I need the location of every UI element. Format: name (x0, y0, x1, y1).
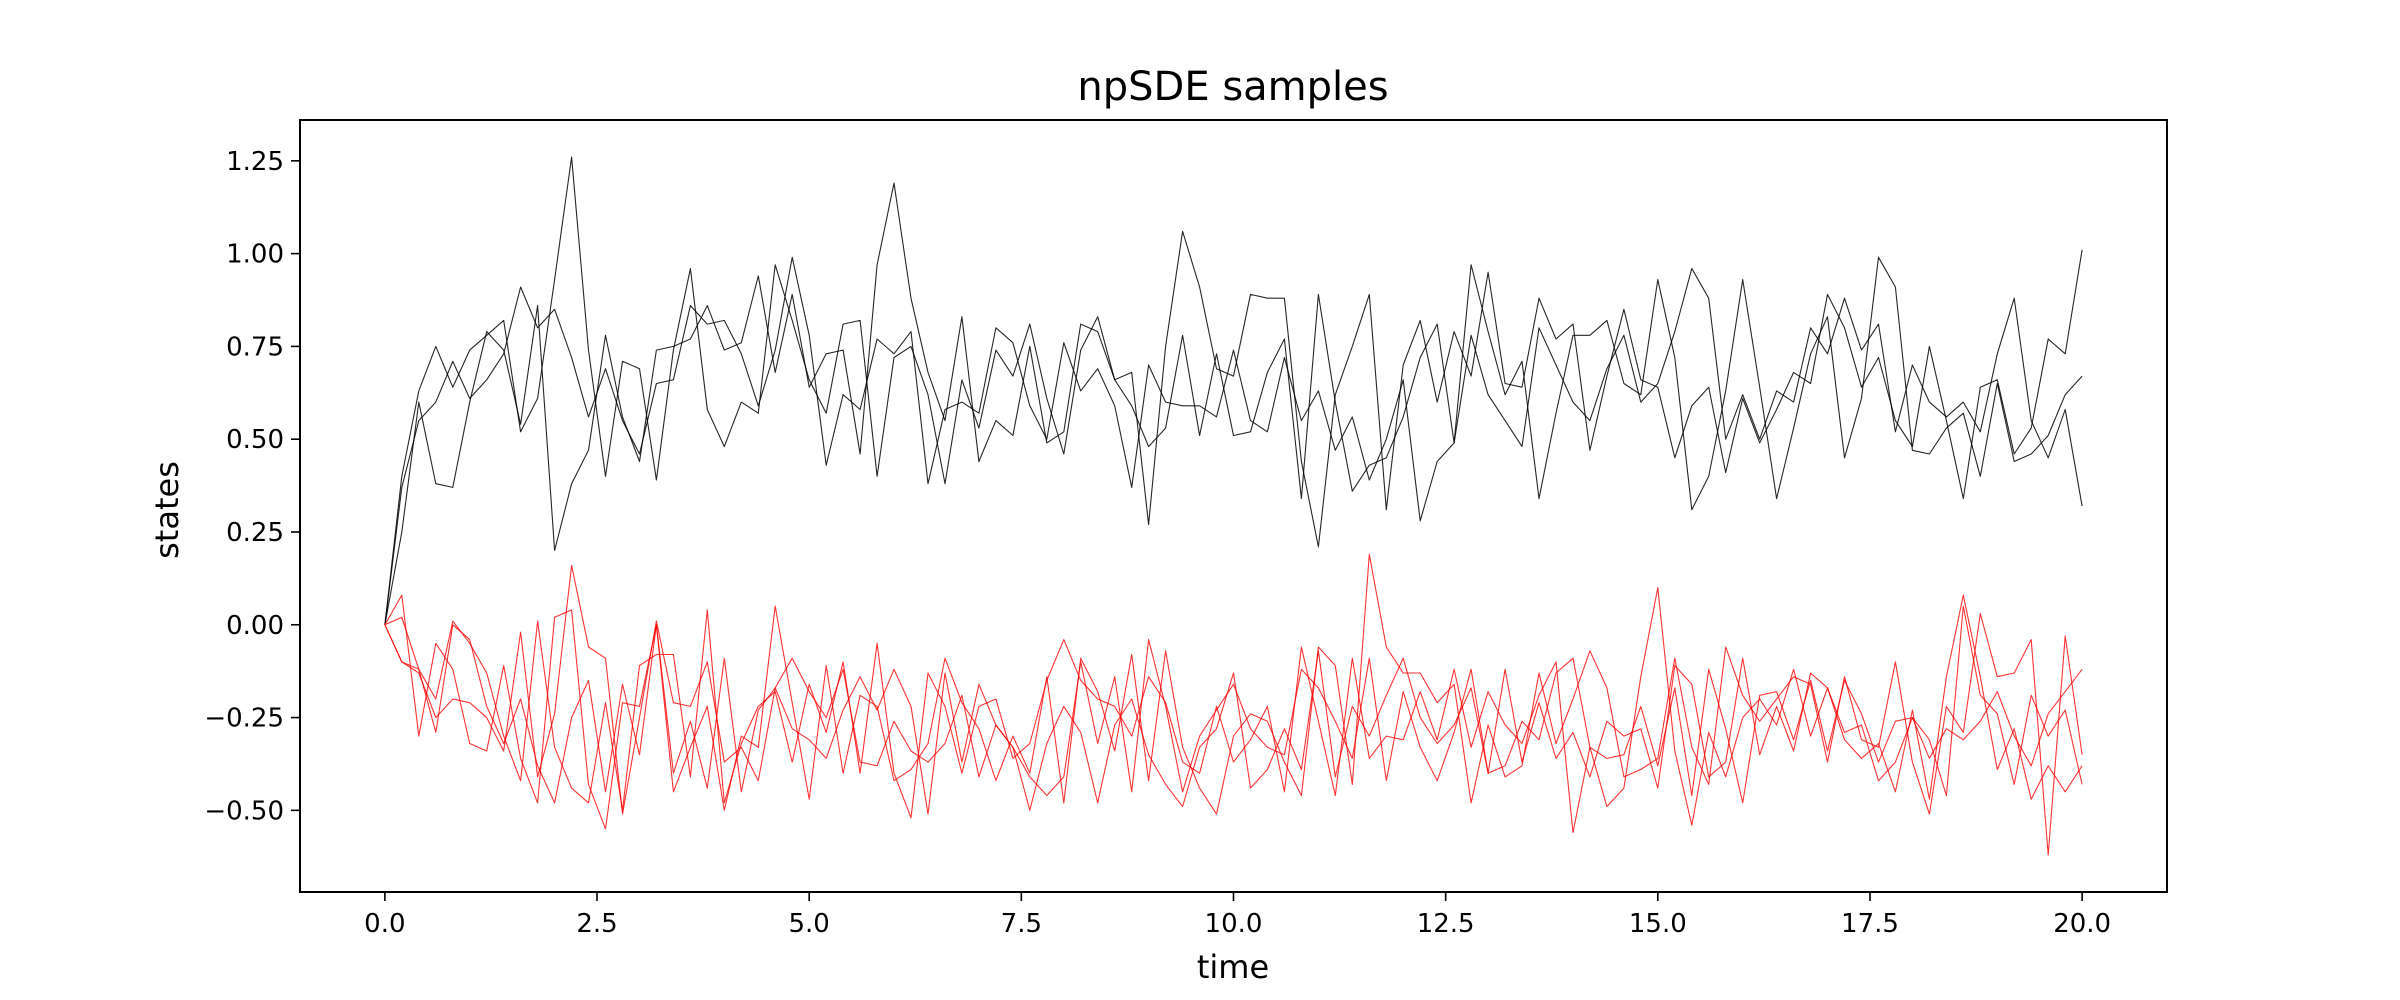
y-tick-label: 1.00 (226, 240, 284, 270)
x-tick-label: 2.5 (576, 909, 617, 939)
series-layer (384, 156, 2083, 856)
series-line-5 (384, 605, 2083, 834)
y-tick-label: 0.75 (226, 332, 284, 362)
x-tick-label: 7.5 (1001, 909, 1042, 939)
y-tick-label: 0.00 (226, 611, 284, 641)
x-tick-label: 10.0 (1205, 909, 1263, 939)
y-axis-label: states (148, 461, 186, 559)
x-tick-label: 17.5 (1841, 909, 1899, 939)
series-line-1 (384, 156, 2083, 625)
y-tick-label: 1.25 (226, 147, 284, 177)
x-tick-label: 15.0 (1629, 909, 1687, 939)
chart-title: npSDE samples (1077, 64, 1388, 110)
y-tick-label: −0.25 (204, 704, 284, 734)
x-tick-label: 12.5 (1417, 909, 1475, 939)
series-line-7 (384, 624, 2083, 811)
y-tick-label: 0.25 (226, 518, 284, 548)
y-tick-label: −0.50 (204, 796, 284, 826)
series-line-6 (384, 564, 2083, 826)
series-line-4 (384, 553, 2083, 856)
x-axis-label: time (1197, 948, 1269, 986)
x-tick-label: 0.0 (364, 909, 405, 939)
x-tick-label: 5.0 (789, 909, 830, 939)
y-tick-label: 0.50 (226, 425, 284, 455)
plot-frame (299, 119, 2168, 893)
x-tick-label: 20.0 (2053, 909, 2111, 939)
series-line-3 (384, 256, 2083, 625)
series-line-2 (384, 182, 2083, 625)
ticks-layer: 0.0 2.5 5.0 7.5 10.0 12.5 15.0 17.5 20.0 −0.50 −0.… (204, 147, 2111, 939)
